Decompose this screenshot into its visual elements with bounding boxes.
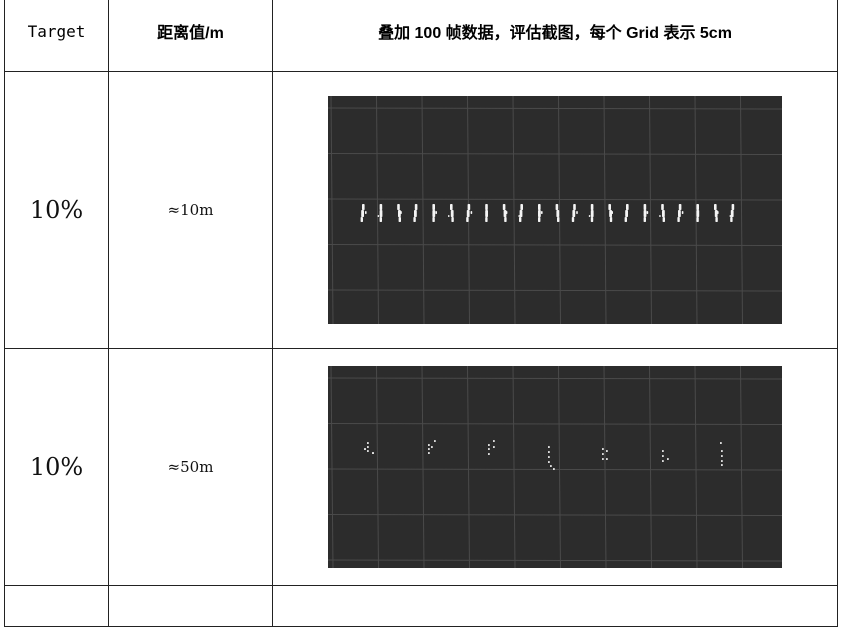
header-target: Target	[4, 0, 109, 72]
table-row: 10% ≈50m	[4, 348, 838, 586]
target-cell: 10%	[4, 71, 109, 349]
table-row	[4, 585, 838, 627]
point-clusters	[364, 440, 723, 470]
target-cell: 10%	[4, 348, 109, 586]
distance-cell: ≈10m	[108, 71, 273, 349]
header-screenshot: 叠加 100 帧数据，评估截图，每个 Grid 表示 5cm	[272, 0, 838, 72]
screenshot-cell	[272, 71, 838, 349]
header-distance: 距离值/m	[108, 0, 273, 72]
point-clusters	[360, 204, 735, 222]
table-row: 10% ≈10m	[4, 71, 838, 349]
screenshot-cell	[272, 348, 838, 586]
header-row: Target 距离值/m 叠加 100 帧数据，评估截图，每个 Grid 表示 …	[4, 0, 838, 72]
point-cloud-screenshot	[328, 366, 782, 568]
distance-cell: ≈50m	[108, 348, 273, 586]
point-cloud-screenshot	[328, 96, 782, 324]
evaluation-table: Target 距离值/m 叠加 100 帧数据，评估截图，每个 Grid 表示 …	[4, 0, 838, 627]
grid-lines	[328, 96, 782, 324]
grid-lines	[328, 366, 782, 568]
